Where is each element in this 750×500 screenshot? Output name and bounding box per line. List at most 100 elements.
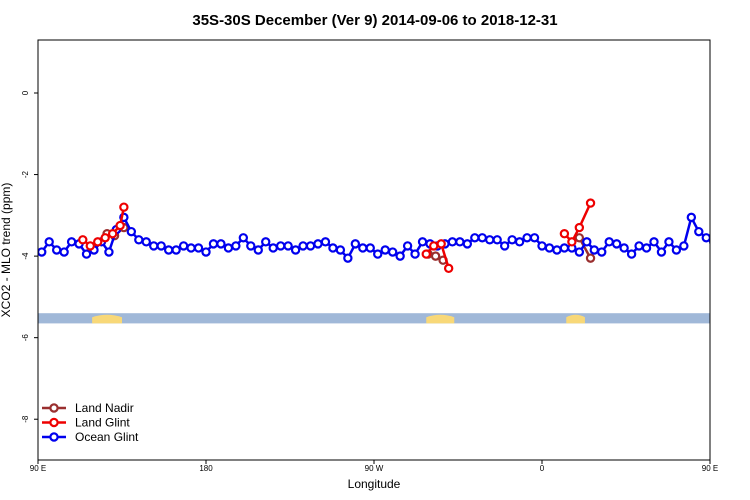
data-point — [186, 243, 196, 253]
x-tick-label: 90 E — [702, 464, 718, 473]
data-point — [604, 237, 614, 247]
data-point — [85, 241, 95, 251]
data-point — [171, 245, 181, 255]
data-point — [641, 243, 652, 253]
data-point — [447, 237, 458, 247]
data-point — [477, 233, 487, 243]
data-point — [201, 247, 211, 257]
data-point — [328, 243, 338, 253]
data-point — [574, 222, 585, 233]
data-point — [395, 251, 405, 261]
data-point — [59, 247, 69, 257]
data-point — [718, 242, 725, 249]
data-point — [134, 235, 144, 245]
data-point — [417, 237, 428, 247]
y-tick-label: -2 — [21, 170, 30, 178]
y-tick-label: -4 — [21, 252, 30, 260]
data-point — [81, 249, 92, 259]
data-point — [626, 249, 637, 259]
x-tick-label: 0 — [540, 464, 545, 473]
data-point — [522, 233, 532, 243]
data-point — [365, 243, 375, 253]
data-point — [574, 233, 585, 243]
data-point — [253, 245, 263, 255]
legend-item: Ocean Glint — [42, 430, 139, 444]
data-point — [443, 263, 454, 274]
data-point — [733, 240, 740, 247]
data-point — [335, 245, 346, 255]
data-point — [611, 239, 622, 249]
data-point — [100, 233, 110, 243]
series-land-glint — [78, 198, 750, 274]
y-tick-label: 0 — [21, 90, 30, 95]
data-point — [686, 212, 697, 223]
data-point — [421, 249, 431, 259]
series-layer — [38, 198, 750, 274]
data-point — [38, 247, 47, 257]
data-point — [709, 238, 710, 245]
data-point — [231, 241, 241, 251]
data-point — [350, 239, 361, 249]
data-point — [589, 245, 599, 255]
data-point — [597, 247, 607, 257]
legend-item: Land Glint — [42, 416, 130, 430]
data-point — [373, 249, 383, 259]
data-point — [305, 241, 316, 251]
data-point — [126, 226, 137, 237]
data-point — [499, 241, 510, 251]
x-tick-label: 180 — [199, 464, 213, 473]
data-point — [107, 228, 118, 239]
data-point — [585, 253, 596, 263]
land-ocean-band — [38, 313, 710, 324]
data-point — [66, 237, 77, 247]
data-point — [671, 245, 682, 255]
data-point — [559, 228, 570, 239]
data-point — [119, 202, 129, 212]
data-point — [178, 241, 189, 251]
x-tick-label: 90 E — [30, 464, 46, 473]
data-point — [582, 237, 592, 247]
series-line — [563, 202, 592, 244]
data-point — [740, 242, 747, 249]
data-point — [544, 243, 555, 253]
data-point — [261, 237, 271, 247]
data-point — [430, 251, 441, 261]
data-point — [290, 245, 301, 255]
data-point — [649, 237, 659, 247]
legend-item: Land Nadir — [42, 401, 134, 415]
data-point — [436, 239, 446, 249]
series-line — [734, 207, 750, 246]
data-point — [115, 220, 125, 231]
data-point — [141, 237, 151, 247]
x-tick-label: 90 W — [365, 464, 384, 473]
data-point — [429, 241, 439, 251]
data-point — [585, 198, 596, 208]
y-tick-label: -6 — [21, 334, 30, 342]
data-point — [455, 237, 465, 247]
data-point — [725, 240, 732, 247]
data-point — [574, 247, 585, 257]
data-point — [149, 241, 159, 251]
data-point — [268, 243, 278, 253]
data-point — [216, 239, 226, 249]
data-point — [343, 253, 353, 263]
land-patch-0 — [92, 314, 122, 324]
legend-label: Ocean Glint — [75, 430, 139, 444]
data-point — [679, 241, 689, 251]
data-point — [223, 243, 234, 253]
data-point — [156, 241, 166, 251]
data-point — [313, 239, 323, 249]
data-point — [529, 233, 540, 243]
y-axis: 0 -2 -4 -6 -8 — [21, 90, 38, 423]
data-point — [492, 235, 502, 245]
legend-label: Land Nadir — [75, 401, 134, 415]
data-point — [402, 241, 413, 251]
series-ocean-glint — [38, 212, 740, 263]
data-point — [163, 245, 174, 255]
data-point — [619, 243, 629, 253]
data-point — [634, 241, 644, 251]
data-point — [51, 245, 62, 255]
data-point — [537, 241, 547, 251]
legend-marker — [49, 417, 59, 428]
